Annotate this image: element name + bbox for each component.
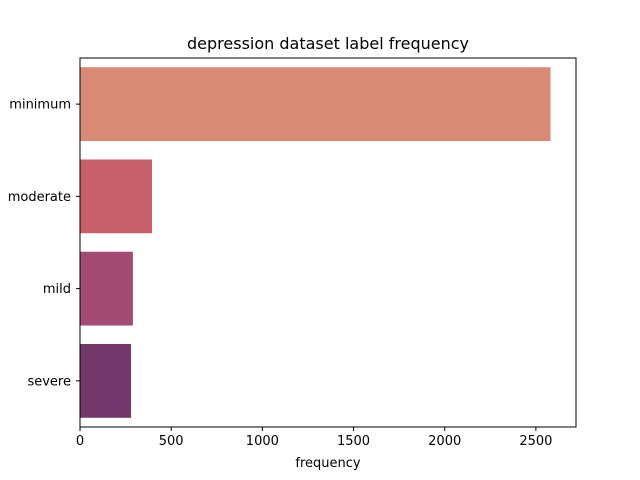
y-tick-label: minimum	[9, 98, 71, 113]
x-tick-label: 2500	[519, 434, 552, 449]
ticks-layer: minimum moderate mild severe 0 500 1000 1500 200…	[8, 98, 553, 449]
y-tick-label: mild	[43, 282, 71, 297]
bar-minimum	[80, 67, 551, 142]
bars-layer	[80, 67, 551, 418]
x-tick-label: 1500	[337, 434, 370, 449]
x-tick-label: 500	[159, 434, 184, 449]
bar-mild	[80, 251, 133, 326]
x-tick-label: 0	[76, 434, 84, 449]
bar-moderate	[80, 159, 153, 234]
y-tick-label: moderate	[8, 190, 71, 205]
chart-title: depression dataset label frequency	[187, 34, 469, 53]
x-axis-title: frequency	[295, 456, 361, 471]
x-tick-label: 1000	[246, 434, 279, 449]
y-tick-label: severe	[27, 374, 71, 389]
bar-severe	[80, 343, 132, 418]
x-tick-label: 2000	[428, 434, 461, 449]
plot-area-frame	[79, 57, 577, 428]
